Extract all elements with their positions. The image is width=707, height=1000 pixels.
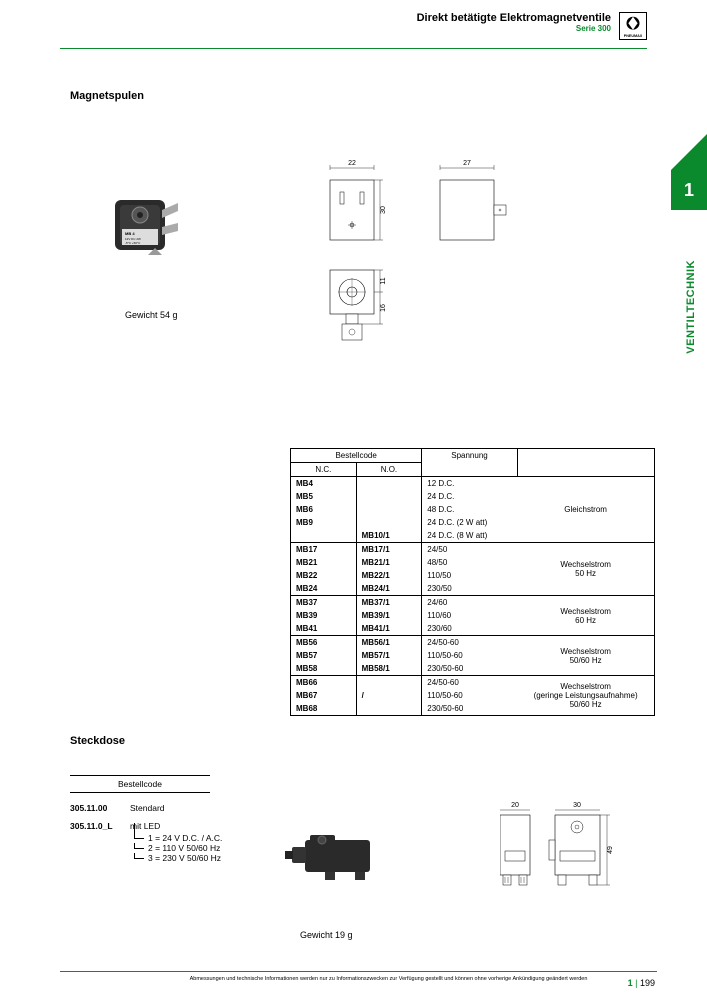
dim-22: 22 <box>348 160 356 167</box>
header-series: Serie 300 <box>417 24 611 33</box>
solenoid-coil-photo: MB 4 12V DC 2W -5°C +50°C <box>100 185 190 265</box>
page-header: Direkt betätigte Elektromagnetventile Se… <box>60 12 647 40</box>
dim-20: 20 <box>511 802 519 809</box>
connector-photo <box>280 825 390 885</box>
section-side-label: VENTILTECHNIK <box>685 260 697 354</box>
top-divider <box>60 48 647 49</box>
svg-text:PNEUMAX: PNEUMAX <box>624 34 643 38</box>
steck-row-standard: 305.11.00 Stendard <box>70 803 222 813</box>
svg-text:MB 4: MB 4 <box>125 231 135 236</box>
header-title: Direkt betätigte Elektromagnetventile <box>417 12 611 24</box>
coil-dimension-drawings: 22 30 27 11 16 <box>310 150 570 365</box>
bottom-divider <box>60 971 657 972</box>
page-number: 1 | 199 <box>628 978 655 988</box>
led-option: 3 = 230 V 50/60 Hz <box>130 853 222 863</box>
dim-30: 30 <box>380 206 387 214</box>
weight-label-coil: Gewicht 54 g <box>125 310 178 320</box>
dim-11: 11 <box>380 277 387 284</box>
connector-dimension-drawings: 20 30 49 <box>500 800 650 925</box>
dim-30b: 30 <box>573 802 581 809</box>
disclaimer-text: Abmessungen und technische Informationen… <box>130 976 647 982</box>
steck-header: Bestellcode <box>70 775 210 793</box>
led-option: 2 = 110 V 50/60 Hz <box>130 843 222 853</box>
order-code-table: BestellcodeSpannungN.C.N.O.MB412 D.C.Gle… <box>290 448 655 716</box>
steck-code-1: 305.11.00 <box>70 803 130 813</box>
led-option: 1 = 24 V D.C. / A.C. <box>130 833 222 843</box>
heading-magnetspulen: Magnetspulen <box>70 90 144 102</box>
weight-label-connector: Gewicht 19 g <box>300 930 353 940</box>
steck-code-2: 305.11.0_L <box>70 821 130 863</box>
pneumax-logo: PNEUMAX <box>619 12 647 40</box>
page-num: 199 <box>640 978 655 988</box>
section-tab: 1 <box>671 170 707 210</box>
steck-desc-2: mit LED <box>130 821 222 831</box>
dim-27: 27 <box>463 160 471 167</box>
steck-row-led: 305.11.0_L mit LED 1 = 24 V D.C. / A.C.2… <box>70 821 222 863</box>
dim-49: 49 <box>607 846 614 854</box>
steckdose-table: Bestellcode 305.11.00 Stendard 305.11.0_… <box>70 775 222 863</box>
steck-desc-1: Stendard <box>130 803 165 813</box>
heading-steckdose: Steckdose <box>70 735 125 747</box>
svg-text:-5°C +50°C: -5°C +50°C <box>125 241 141 245</box>
dim-16: 16 <box>380 304 387 312</box>
header-text-block: Direkt betätigte Elektromagnetventile Se… <box>417 12 611 33</box>
page-section: 1 <box>628 978 633 988</box>
